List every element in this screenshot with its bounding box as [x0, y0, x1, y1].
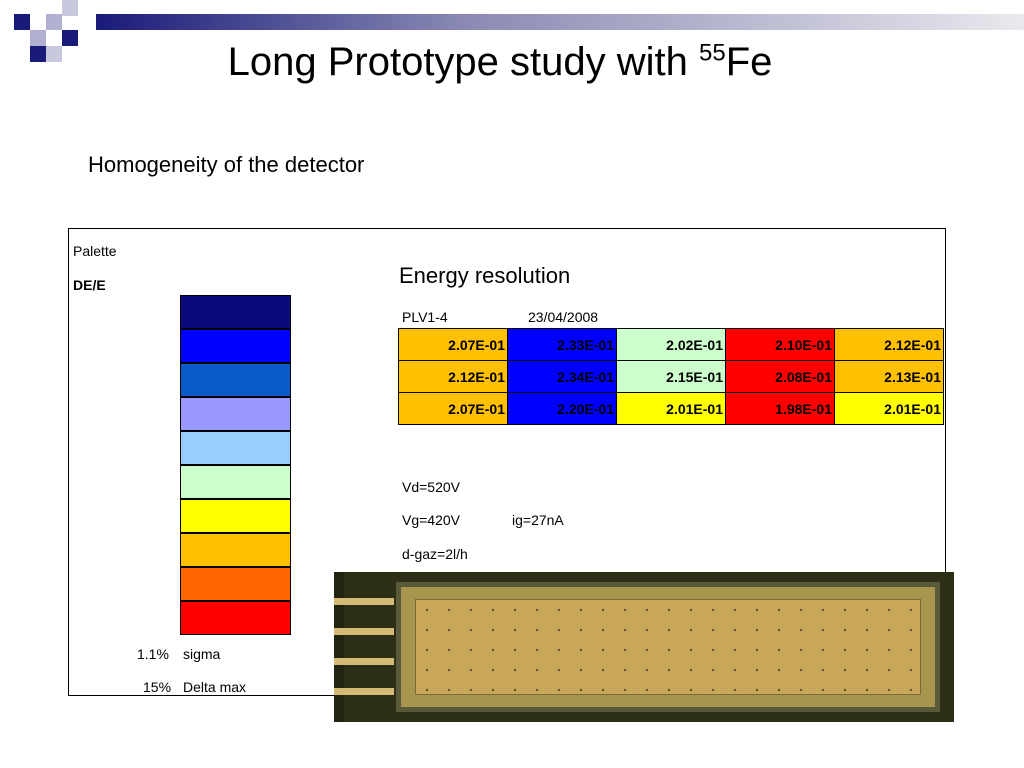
resolution-cell: 2.33E-01 — [507, 328, 617, 361]
palette-color-swatch — [180, 329, 291, 363]
palette-entry: 19.8% — [69, 295, 359, 329]
gas-flow: d-gaz=2l/h — [402, 546, 468, 562]
title-superscript: 55 — [699, 39, 726, 67]
palette-color-swatch — [180, 397, 291, 431]
resolution-cell: 2.07E-01 — [398, 328, 508, 361]
grid-current: ig=27nA — [512, 512, 564, 528]
resolution-cell: 2.10E-01 — [725, 328, 835, 361]
delta-label: Delta max — [183, 679, 247, 695]
resolution-cell: 2.20E-01 — [507, 392, 617, 425]
table-row: 2.07E-01 2.33E-01 2.02E-01 2.10E-01 2.12E-01 — [398, 328, 944, 361]
palette-color-swatch — [180, 363, 291, 397]
results-panel: Palette DE/E 19.8%20.2%20.6%21.0%21.4%21… — [68, 228, 946, 696]
resolution-cell: 2.08E-01 — [725, 360, 835, 393]
energy-resolution-table: 2.07E-01 2.33E-01 2.02E-01 2.10E-01 2.12E-01… — [398, 328, 944, 425]
decor-square — [30, 30, 46, 46]
palette-entry: 22.6% — [69, 533, 359, 567]
header-gradient-bar — [96, 14, 1024, 30]
palette-entry: 20.2% — [69, 329, 359, 363]
resolution-cell: 2.07E-01 — [398, 392, 508, 425]
drift-voltage: Vd=520V — [402, 479, 460, 495]
decor-square — [62, 30, 78, 46]
detector-photo — [334, 572, 954, 722]
palette-entry: 23.4% — [69, 601, 359, 635]
resolution-cell: 2.02E-01 — [616, 328, 726, 361]
palette-entry: 21.0% — [69, 397, 359, 431]
table-row: 2.12E-01 2.34E-01 2.15E-01 2.08E-01 2.13E-01 — [398, 360, 944, 393]
resolution-cell: 2.13E-01 — [834, 360, 944, 393]
decor-square — [14, 14, 30, 30]
resolution-cell: 2.01E-01 — [834, 392, 944, 425]
decor-square — [46, 14, 62, 30]
photo-edge — [334, 572, 344, 722]
sigma-value: 1.1% — [137, 646, 169, 662]
resolution-cell: 2.01E-01 — [616, 392, 726, 425]
resolution-cell: 1.98E-01 — [725, 392, 835, 425]
palette-color-swatch — [180, 465, 291, 499]
slide-subtitle: Homogeneity of the detector — [88, 152, 365, 177]
resolution-cell: 2.12E-01 — [834, 328, 944, 361]
resolution-cell: 2.15E-01 — [616, 360, 726, 393]
palette-entry: 23.0% — [69, 567, 359, 601]
palette-color-swatch — [180, 499, 291, 533]
palette-unit: DE/E — [73, 277, 106, 293]
decor-square — [62, 0, 78, 16]
slide-title: Long Prototype study with 55Fe — [227, 39, 773, 84]
connector-stripe — [334, 658, 394, 665]
connector-stripe — [334, 688, 394, 695]
delta-value: 15% — [143, 679, 172, 695]
palette-entry: 22.2% — [69, 499, 359, 533]
palette-entry: 20.6% — [69, 363, 359, 397]
palette-color-swatch — [180, 533, 291, 567]
detector-pad-area — [415, 599, 921, 695]
palette-color-swatch — [180, 567, 291, 601]
palette-color-swatch — [180, 601, 291, 635]
connector-stripe — [334, 628, 394, 635]
resolution-cell: 2.34E-01 — [507, 360, 617, 393]
energy-heading: Energy resolution — [399, 263, 571, 288]
palette-color-swatch — [180, 431, 291, 465]
grid-voltage: Vg=420V — [402, 512, 460, 528]
palette-entry: 21.8% — [69, 465, 359, 499]
detector-board — [396, 582, 940, 712]
palette-color-swatch — [180, 295, 291, 329]
detector-id: PLV1-4 — [402, 309, 448, 325]
palette-label: Palette — [73, 243, 117, 259]
sigma-label: sigma — [183, 646, 221, 662]
decor-square — [30, 46, 46, 62]
resolution-cell: 2.12E-01 — [398, 360, 508, 393]
measurement-date: 23/04/2008 — [528, 309, 599, 325]
decor-square — [46, 46, 62, 62]
table-row: 2.07E-01 2.20E-01 2.01E-01 1.98E-01 2.01E-01 — [398, 392, 944, 425]
connector-stripe — [334, 598, 394, 605]
palette-entry: 21.4% — [69, 431, 359, 465]
